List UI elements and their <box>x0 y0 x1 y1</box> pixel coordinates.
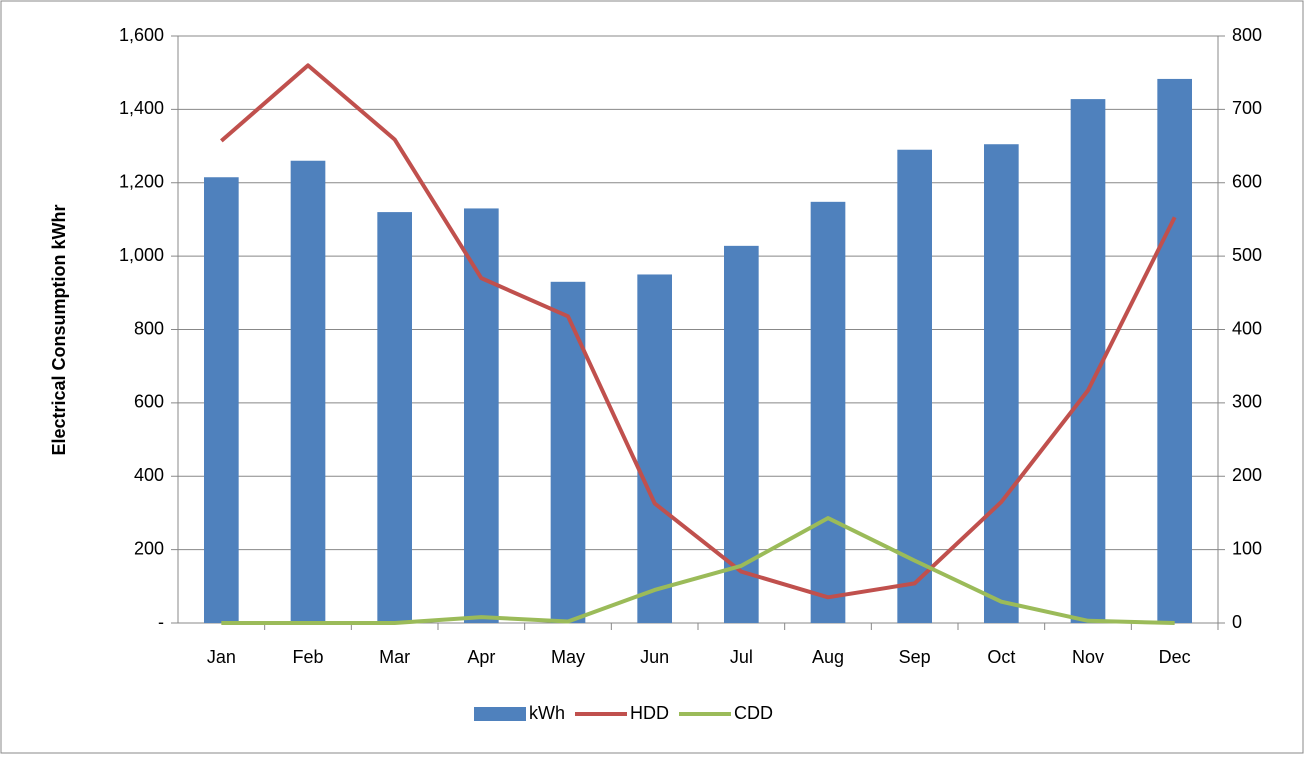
y2-tick-label: 0 <box>1232 612 1242 632</box>
bar <box>204 177 239 623</box>
y2-tick-label: 400 <box>1232 318 1262 338</box>
y2-tick-label: 300 <box>1232 392 1262 412</box>
y-tick-label: 400 <box>134 465 164 485</box>
x-tick-label: Oct <box>987 647 1015 667</box>
y2-tick-label: 700 <box>1232 98 1262 118</box>
y2-tick-label: 200 <box>1232 465 1262 485</box>
bar <box>550 281 586 623</box>
legend-swatch <box>474 707 526 721</box>
bar <box>810 201 846 623</box>
bar <box>1157 78 1192 623</box>
legend-label: CDD <box>734 703 773 723</box>
line <box>221 516 1175 625</box>
bar <box>1070 99 1106 624</box>
y-tick-label: 800 <box>134 318 164 338</box>
bar <box>290 160 326 624</box>
y2-tick-label: 600 <box>1232 172 1262 192</box>
y2-tick-label: 100 <box>1232 538 1262 558</box>
bar <box>984 144 1019 623</box>
y2-tick-label: 500 <box>1232 245 1262 265</box>
x-tick-label: Nov <box>1072 647 1104 667</box>
x-tick-label: Sep <box>899 647 931 667</box>
x-tick-label: Apr <box>467 647 495 667</box>
x-tick-label: Aug <box>812 647 844 667</box>
x-tick-label: Jun <box>640 647 669 667</box>
y-axis-label: Electrical Consumption kWhr <box>49 204 69 455</box>
bar <box>897 149 932 623</box>
y-tick-label: 600 <box>134 392 164 412</box>
line <box>220 63 1177 600</box>
x-tick-label: Dec <box>1159 647 1191 667</box>
y-tick-label: 1,600 <box>119 25 164 45</box>
y-tick-label: - <box>158 612 164 632</box>
bar <box>464 208 499 623</box>
x-tick-label: May <box>551 647 585 667</box>
y2-tick-label: 800 <box>1232 25 1262 45</box>
legend-label: kWh <box>529 703 565 723</box>
y-tick-label: 200 <box>134 538 164 558</box>
x-tick-label: Feb <box>292 647 323 667</box>
y-tick-label: 1,200 <box>119 172 164 192</box>
x-tick-label: Mar <box>379 647 410 667</box>
bar <box>377 212 412 623</box>
legend-label: HDD <box>630 703 669 723</box>
bar <box>637 274 672 623</box>
x-tick-label: Jul <box>730 647 753 667</box>
x-tick-label: Jan <box>207 647 236 667</box>
y-tick-label: 1,000 <box>119 245 164 265</box>
y-tick-label: 1,400 <box>119 98 164 118</box>
